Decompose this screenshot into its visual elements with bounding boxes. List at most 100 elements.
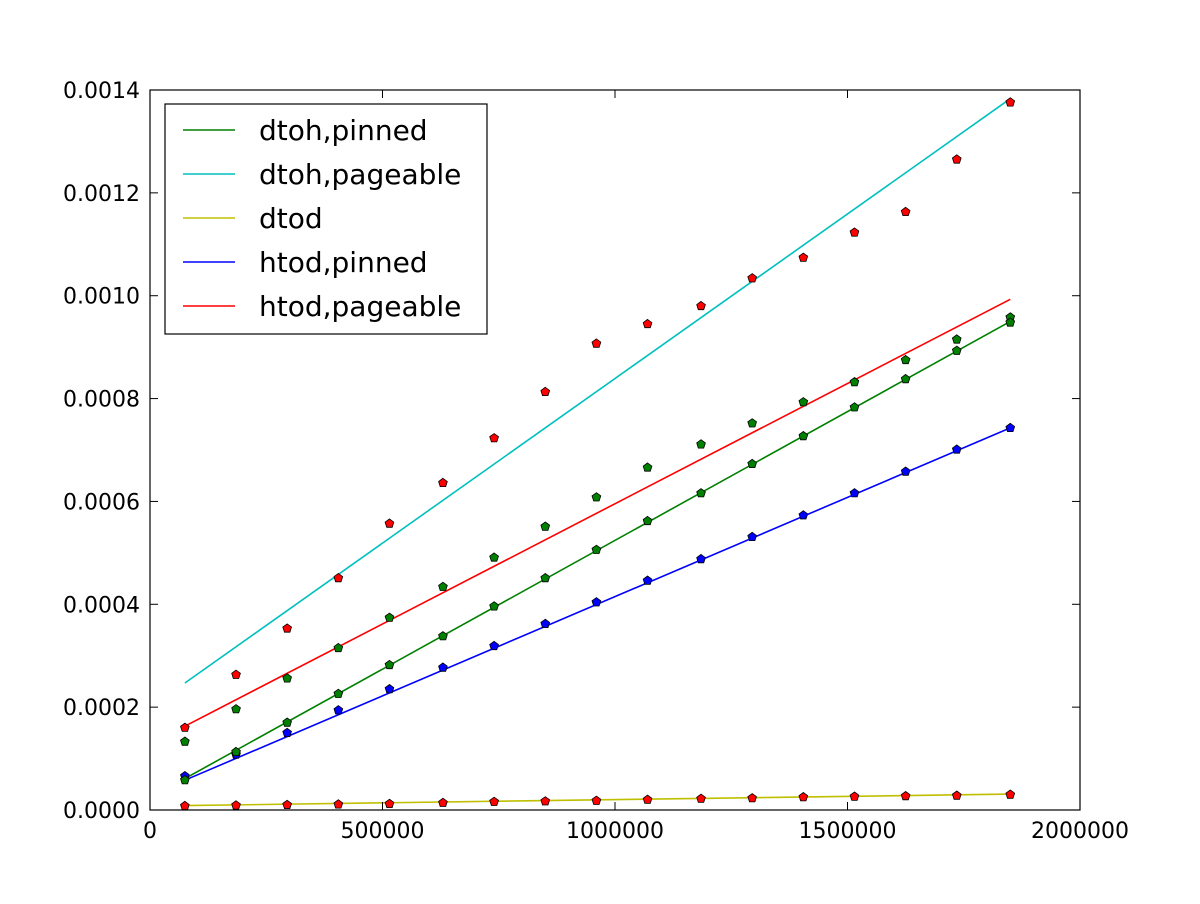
series-1-point xyxy=(591,492,602,502)
series-2-point xyxy=(591,338,602,348)
series-line-2 xyxy=(184,98,1011,684)
series-3-point xyxy=(438,797,448,807)
series-4-point xyxy=(798,510,809,520)
series-3-point xyxy=(798,792,809,802)
series-4-point xyxy=(384,684,395,694)
series-3-point xyxy=(591,795,602,805)
series-2-point xyxy=(489,433,499,443)
series-5-point xyxy=(591,544,602,554)
series-3-point xyxy=(384,798,395,808)
series-1-point xyxy=(231,704,241,714)
series-3-point xyxy=(540,796,551,806)
series-4-point xyxy=(282,727,292,737)
series-2-point xyxy=(798,252,809,262)
series-1-point xyxy=(951,334,962,344)
series-1-point xyxy=(540,521,551,531)
legend-label-5: htod,pageable xyxy=(259,290,461,323)
series-1-point xyxy=(900,354,911,365)
series-5-point xyxy=(642,515,653,526)
y-tick-label: 0.0014 xyxy=(63,79,140,104)
series-1-point xyxy=(384,612,395,622)
series-1-point xyxy=(849,377,860,387)
series-3-point xyxy=(642,794,653,804)
plot-clipped-group xyxy=(180,97,1016,810)
series-2-point xyxy=(849,227,860,237)
series-4-point xyxy=(333,705,344,715)
series-3-point xyxy=(696,793,706,803)
series-3-point xyxy=(333,799,344,809)
legend-label-4: htod,pinned xyxy=(259,246,428,279)
series-1-point xyxy=(180,736,190,746)
series-line-5 xyxy=(184,298,1011,727)
y-tick-label: 0.0004 xyxy=(63,593,140,618)
plot-area xyxy=(180,97,1016,810)
legend-label-3: dtod xyxy=(259,202,323,235)
series-3-point xyxy=(900,791,911,801)
series-4-point xyxy=(696,553,706,564)
legend-label-1: dtoh,pinned xyxy=(259,114,428,147)
series-1-point xyxy=(696,439,706,449)
legend-box xyxy=(164,103,488,335)
y-tick-label: 0.0010 xyxy=(63,285,140,310)
series-3-point xyxy=(1005,789,1016,799)
series-5-point xyxy=(333,688,344,698)
series-2-point xyxy=(540,386,551,397)
series-3-point xyxy=(489,796,499,806)
series-4-point xyxy=(849,488,860,498)
series-5-point xyxy=(849,402,860,412)
series-1-point xyxy=(747,418,757,428)
y-tick-label: 0.0008 xyxy=(63,388,140,413)
series-3-point xyxy=(282,799,292,809)
series-1-point xyxy=(438,581,448,591)
series-2-point xyxy=(1005,97,1016,107)
series-1-point xyxy=(642,462,653,472)
series-3-point xyxy=(849,791,860,801)
x-tick-label: 2000000 xyxy=(1031,819,1129,844)
series-5-point xyxy=(747,458,757,469)
series-5-point xyxy=(489,601,499,611)
axis-ticks: 0 500000 1000000 1500000 2000000 0.0000 0.0002… xyxy=(63,79,1129,844)
x-tick-label: 1000000 xyxy=(566,819,664,844)
legend-label-2: dtoh,pageable xyxy=(259,158,461,191)
series-4-point xyxy=(642,575,653,585)
series-4-point xyxy=(591,597,602,607)
series-5-point xyxy=(696,488,706,498)
series-2-point xyxy=(333,573,344,583)
series-1-point xyxy=(333,642,344,653)
series-2-point xyxy=(438,477,448,488)
series-4-point xyxy=(900,466,911,476)
series-1-point xyxy=(489,552,499,562)
series-2-point xyxy=(282,623,292,633)
series-5-point xyxy=(384,659,395,670)
series-2-point xyxy=(642,318,653,329)
legend: dtoh,pinned dtoh,pageable dtod htod,pinned h… xyxy=(164,103,488,335)
series-5-point xyxy=(798,431,809,441)
series-4-point xyxy=(540,618,551,628)
y-tick-label: 0.0006 xyxy=(63,490,140,515)
series-2-point xyxy=(384,518,395,528)
series-2-point xyxy=(951,154,962,164)
series-1-point xyxy=(282,673,292,683)
series-1-point xyxy=(798,397,809,407)
series-5-point xyxy=(900,373,911,384)
series-5-point xyxy=(438,631,448,641)
series-4-point xyxy=(951,444,962,454)
series-4-point xyxy=(438,662,448,672)
series-5-point xyxy=(180,775,190,785)
series-3-point xyxy=(747,793,757,803)
series-2-point xyxy=(900,206,911,217)
series-5-point xyxy=(282,717,292,727)
series-5-point xyxy=(951,345,962,355)
x-tick-label: 1500000 xyxy=(799,819,897,844)
series-4-point xyxy=(747,531,757,541)
x-tick-label: 0 xyxy=(143,819,157,844)
series-4-point xyxy=(1005,422,1016,433)
y-tick-label: 0.0012 xyxy=(63,182,140,207)
series-2-point xyxy=(747,273,757,283)
series-5-point xyxy=(1005,317,1016,327)
y-tick-label: 0.0000 xyxy=(63,799,140,824)
series-2-point xyxy=(231,669,241,679)
series-2-point xyxy=(696,300,706,311)
